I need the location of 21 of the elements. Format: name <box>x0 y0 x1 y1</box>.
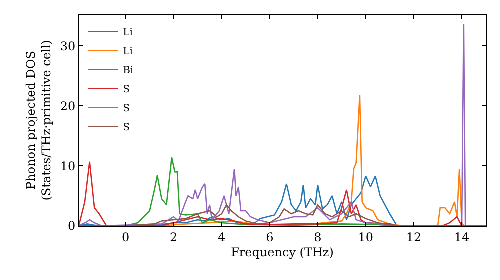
y-axis-title: Phonon projected DOS (States/THz·primitive cell) <box>24 40 54 201</box>
x-tick-label: 4 <box>218 230 226 244</box>
legend-label: Li <box>123 46 133 58</box>
x-tick-label: 0 <box>122 230 130 244</box>
y-tick-label: 20 <box>60 99 76 114</box>
legend-label: Bi <box>123 66 134 77</box>
legend-label: S <box>123 84 130 96</box>
x-axis-title: Frequency (THz) <box>231 245 334 260</box>
legend-label: S <box>123 104 130 115</box>
y-tick-label: 10 <box>60 159 76 174</box>
x-tick-label: 6 <box>266 230 274 244</box>
x-tick-label: 10 <box>358 230 374 244</box>
line-series <box>79 204 486 226</box>
legend-label: S <box>123 122 130 134</box>
y-tick-label: 0 <box>68 219 76 234</box>
x-tick-label: 12 <box>406 230 422 244</box>
legend-label: Li <box>123 28 133 39</box>
x-tick-label: 14 <box>454 230 470 244</box>
x-tick-label: 8 <box>314 230 322 244</box>
y-tick-label: 30 <box>60 39 76 54</box>
x-tick-label: 2 <box>170 230 178 244</box>
